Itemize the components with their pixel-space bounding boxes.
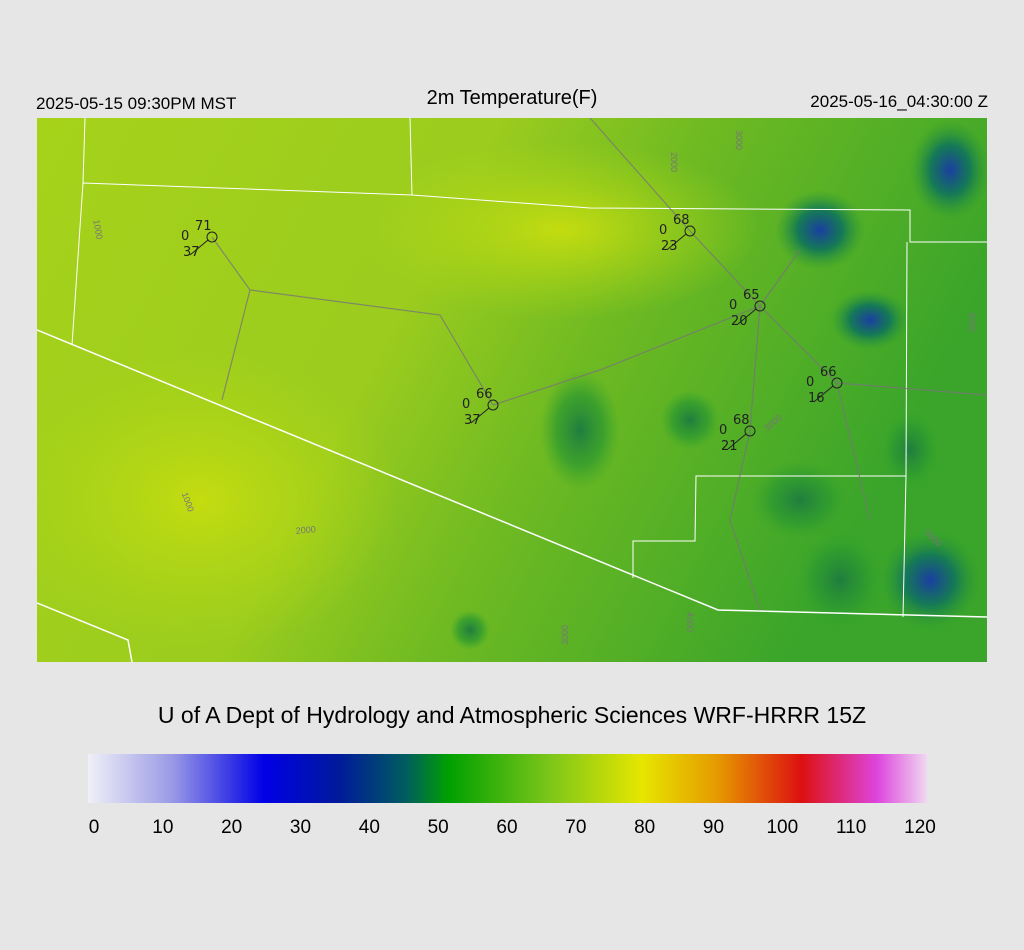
valid-time-local: 2025-05-15 09:30PM MST (36, 94, 236, 113)
colorbar-tick-label: 30 (290, 817, 311, 838)
model-credit: U of A Dept of Hydrology and Atmospheric… (158, 702, 866, 728)
station-wind: 0 (719, 423, 727, 438)
colorbar-tick-label: 70 (565, 817, 586, 838)
station-circle (754, 300, 766, 312)
station-temp: 66 (476, 387, 493, 402)
station-temp: 66 (820, 365, 837, 380)
station-temp: 65 (743, 288, 760, 303)
valid-time-utc: 2025-05-16_04:30:00 Z (810, 92, 988, 111)
wind-barb (814, 385, 834, 402)
station-wind: 0 (806, 375, 814, 390)
station-temp: 71 (195, 219, 212, 234)
contour-label: 3000 (560, 625, 570, 645)
wind-barb (189, 239, 209, 256)
station-temp: 68 (733, 413, 750, 428)
colorbar-tick-label: 80 (634, 817, 655, 838)
station-circle (831, 377, 843, 389)
station-circle (744, 425, 756, 437)
wind-barb (470, 407, 490, 424)
station-dewpoint: 37 (183, 245, 200, 260)
station-circle (684, 225, 696, 237)
contour-label: 2000 (295, 524, 316, 536)
colorbar-tick-label: 40 (359, 817, 380, 838)
colorbar-tick-label: 90 (703, 817, 724, 838)
colorbar-ticks: 0 10 20 30 40 50 60 70 80 90 100 110 120 (89, 803, 936, 838)
station-dewpoint: 37 (464, 413, 481, 428)
wind-barb (727, 433, 747, 450)
station-dewpoint: 23 (661, 239, 678, 254)
colorbar-tick-label: 110 (836, 817, 866, 838)
station-dewpoint: 16 (808, 391, 825, 406)
colorbar-tick-label: 20 (221, 817, 242, 838)
station-circle (487, 399, 499, 411)
colorbar-tick-label: 100 (766, 817, 798, 838)
contour-label: 3000 (734, 130, 744, 150)
station-dewpoint: 20 (731, 314, 748, 329)
contour-label: 4000 (967, 312, 977, 332)
station-temp: 68 (673, 213, 690, 228)
colorbar-tick-label: 0 (89, 817, 100, 838)
contour-label: 1000 (91, 219, 104, 240)
colorbar (88, 754, 927, 803)
station-wind: 0 (181, 229, 189, 244)
colorbar-tick-label: 120 (904, 817, 936, 838)
colorbar-tick-label: 50 (428, 817, 449, 838)
station-wind: 0 (729, 298, 737, 313)
map-title: 2m Temperature(F) (427, 87, 598, 109)
station-dewpoint: 21 (721, 439, 738, 454)
station-wind: 0 (462, 397, 470, 412)
contour-label: 2000 (669, 152, 679, 172)
wind-barb (737, 308, 757, 325)
station-circle (206, 231, 218, 243)
contour-label: 4000 (685, 612, 695, 632)
station-wind: 0 (659, 223, 667, 238)
colorbar-tick-label: 10 (152, 817, 173, 838)
map (37, 118, 987, 662)
wind-barb (667, 233, 687, 250)
colorbar-tick-label: 60 (496, 817, 517, 838)
